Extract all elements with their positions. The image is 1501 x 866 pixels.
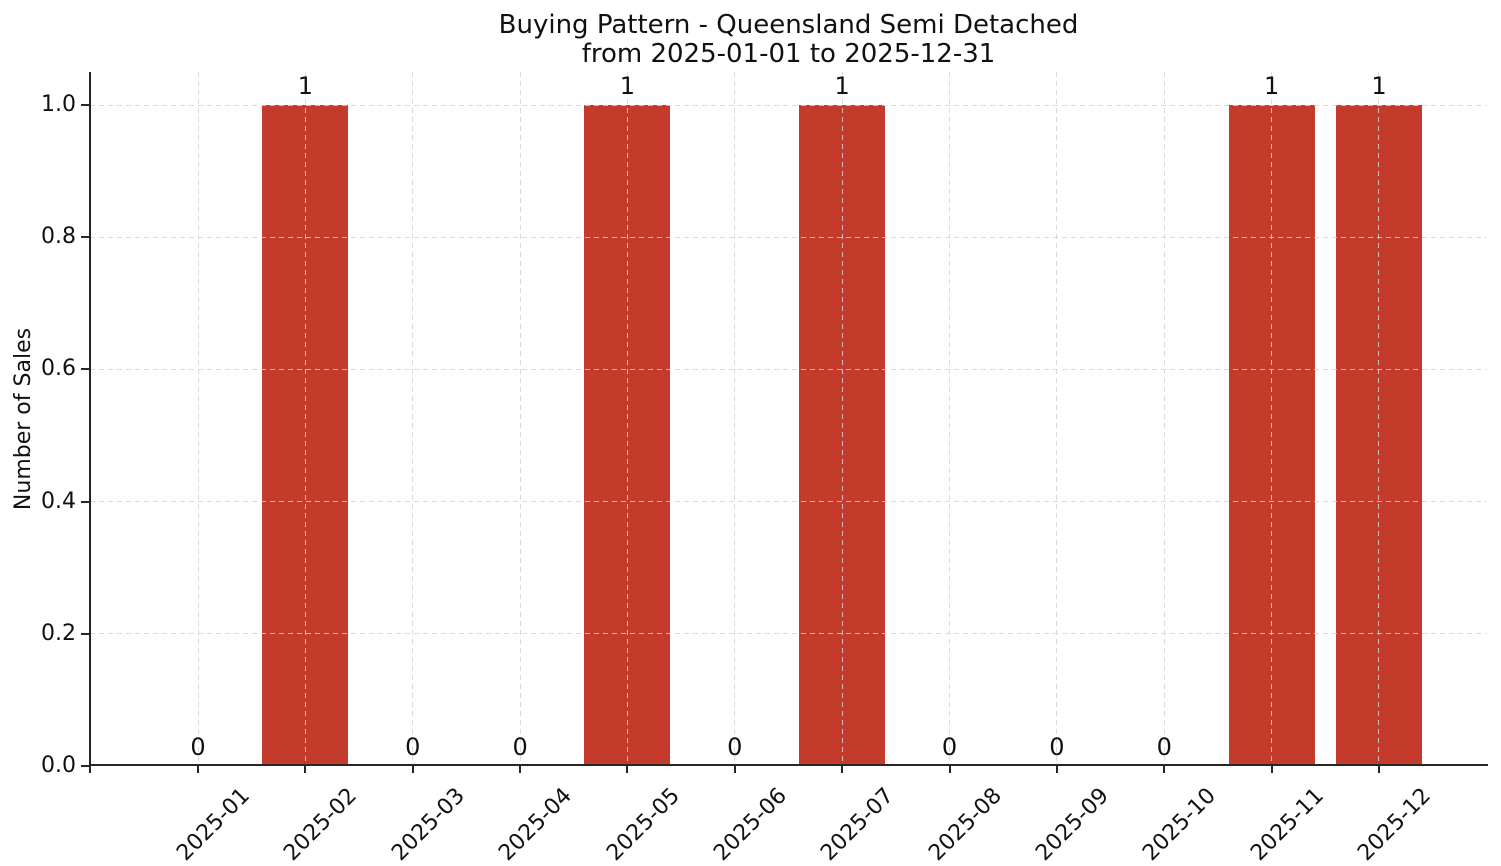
v-gridline xyxy=(949,72,951,766)
v-gridline xyxy=(1378,72,1380,766)
v-gridline xyxy=(626,72,628,766)
x-tick-label: 2025-06 xyxy=(709,783,792,866)
x-tick-label: 2025-04 xyxy=(494,783,578,866)
h-gridline xyxy=(90,104,1487,106)
x-tick-label: 2025-07 xyxy=(816,783,900,866)
x-axis-spine xyxy=(89,764,1488,766)
x-tick-mark xyxy=(733,766,736,773)
bar-value-label: 0 xyxy=(941,733,958,761)
x-tick-mark xyxy=(1055,766,1058,773)
x-tick-mark xyxy=(1270,766,1273,773)
y-tick-label: 0.2 xyxy=(41,620,76,646)
x-tick-mark xyxy=(841,766,844,773)
h-gridline xyxy=(90,236,1487,238)
h-gridline xyxy=(90,501,1487,503)
chart-title-block: Buying Pattern - Queensland Semi Detache… xyxy=(90,11,1487,69)
chart-subtitle: from 2025-01-01 to 2025-12-31 xyxy=(581,39,996,69)
y-tick-label: 0.8 xyxy=(41,224,76,250)
chart-title: Buying Pattern - Queensland Semi Detache… xyxy=(498,10,1079,40)
bar-value-label: 0 xyxy=(190,733,206,761)
y-axis-spine xyxy=(89,72,91,773)
v-gridline xyxy=(1271,72,1273,766)
y-tick-mark xyxy=(81,104,89,107)
bar-value-label: 0 xyxy=(405,733,421,761)
v-gridline xyxy=(519,72,521,766)
y-tick-mark xyxy=(81,368,89,371)
x-tick-mark xyxy=(948,766,951,773)
v-gridline xyxy=(1056,72,1058,766)
x-tick-label: 2025-12 xyxy=(1353,783,1436,866)
bar-value-label: 0 xyxy=(1156,733,1172,761)
y-tick-label: 0.4 xyxy=(41,488,76,514)
bar-value-label: 1 xyxy=(619,72,636,101)
v-gridline xyxy=(197,72,199,766)
bar-value-label: 0 xyxy=(1049,733,1065,761)
bar-value-label: 1 xyxy=(1371,72,1387,101)
x-tick-label: 2025-11 xyxy=(1245,783,1329,866)
h-gridline xyxy=(90,368,1487,370)
v-gridline xyxy=(304,72,306,766)
x-tick-label: 2025-03 xyxy=(387,783,470,866)
v-gridline xyxy=(412,72,414,766)
y-tick-mark xyxy=(81,500,89,503)
x-tick-mark xyxy=(411,766,414,773)
x-tick-mark xyxy=(197,766,199,773)
y-tick-label: 0.0 xyxy=(41,753,76,778)
v-gridline xyxy=(734,72,736,766)
y-tick-mark xyxy=(81,765,89,767)
bar-value-label: 1 xyxy=(834,72,850,101)
bar-value-label: 1 xyxy=(1263,72,1280,101)
x-tick-label: 2025-09 xyxy=(1031,783,1114,866)
bar-value-label: 0 xyxy=(512,733,528,761)
y-tick-label: 1.0 xyxy=(41,92,76,118)
x-tick-label: 2025-01 xyxy=(172,783,255,866)
v-gridline xyxy=(1163,72,1165,766)
x-tick-mark xyxy=(304,766,307,773)
v-gridline xyxy=(841,72,843,766)
x-tick-mark xyxy=(1163,766,1166,773)
bar-value-label: 0 xyxy=(727,733,743,761)
x-tick-mark xyxy=(519,766,522,773)
x-tick-label: 2025-05 xyxy=(601,783,685,866)
x-tick-label: 2025-08 xyxy=(923,783,1007,866)
x-tick-mark xyxy=(626,766,629,773)
x-tick-mark xyxy=(1377,766,1380,773)
y-tick-mark xyxy=(81,632,89,635)
y-tick-label: 0.6 xyxy=(41,356,76,382)
y-tick-mark xyxy=(81,236,89,239)
x-tick-label: 2025-02 xyxy=(279,783,363,866)
bar-value-label: 1 xyxy=(297,72,313,101)
plot-area: 0.0 0.2 0.4 0.6 0.8 1.0 2025-01 0 2025-02 1 2025-0… xyxy=(41,72,1488,866)
h-gridline xyxy=(90,633,1487,635)
x-tick-label: 2025-10 xyxy=(1138,783,1222,866)
